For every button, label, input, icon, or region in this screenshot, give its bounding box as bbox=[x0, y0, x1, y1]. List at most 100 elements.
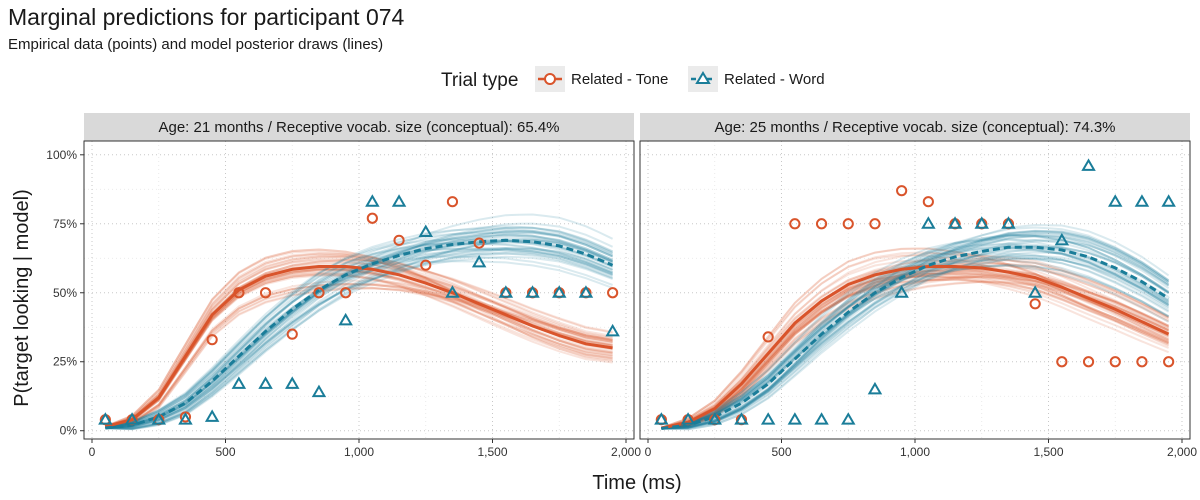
data-point-tone bbox=[340, 287, 352, 299]
posterior-draw-word bbox=[661, 254, 1170, 430]
x-tick-label: 500 bbox=[215, 445, 235, 459]
posterior-draw-tone bbox=[661, 273, 1170, 430]
posterior-draw-tone bbox=[661, 275, 1170, 430]
posterior-draw-word bbox=[105, 246, 613, 430]
posterior-draw-word bbox=[105, 222, 614, 430]
posterior-draw-word bbox=[105, 255, 613, 430]
posterior-draw-tone bbox=[661, 271, 1170, 429]
x-tick-label: 0 bbox=[645, 445, 652, 459]
posterior-draw-word bbox=[661, 235, 1170, 430]
posterior-draw-word bbox=[105, 238, 613, 429]
facet-panel-1: Age: 21 months / Receptive vocab. size (… bbox=[46, 113, 641, 459]
posterior-draw-tone bbox=[661, 275, 1170, 430]
data-point-word bbox=[124, 412, 140, 425]
posterior-draw-tone bbox=[661, 278, 1169, 430]
posterior-draw-word bbox=[105, 248, 613, 429]
mean-line-word bbox=[661, 245, 1170, 430]
x-tick-label: 1,000 bbox=[900, 445, 930, 459]
legend-label-tone: Related - Tone bbox=[571, 71, 668, 88]
data-point-word bbox=[787, 412, 803, 425]
posterior-draw-word bbox=[105, 238, 613, 431]
data-point-word bbox=[760, 412, 776, 425]
posterior-draw-word bbox=[105, 252, 613, 430]
posterior-draw-word bbox=[661, 240, 1170, 431]
legend-key-tone-marker bbox=[544, 73, 556, 85]
x-tick-label: 1,000 bbox=[344, 445, 374, 459]
legend-key-word-marker bbox=[695, 71, 711, 84]
facet-strip-bg bbox=[640, 113, 1190, 141]
posterior-draw-word bbox=[105, 226, 614, 429]
data-point-tone bbox=[607, 287, 619, 299]
posterior-draw-tone bbox=[105, 279, 613, 428]
posterior-draw-word bbox=[661, 245, 1170, 430]
x-axis-label: Time (ms) bbox=[592, 472, 681, 494]
data-point-tone bbox=[896, 185, 908, 197]
mean-line-tone bbox=[105, 265, 613, 429]
data-point-word bbox=[151, 412, 166, 425]
posterior-draw-word bbox=[661, 234, 1170, 430]
data-point-tone bbox=[789, 218, 801, 230]
posterior-draw-word bbox=[661, 256, 1170, 430]
posterior-draw-word bbox=[105, 247, 613, 430]
posterior-draw-tone bbox=[105, 257, 613, 428]
posterior-draw-tone bbox=[105, 283, 613, 428]
data-point-word bbox=[1081, 158, 1096, 171]
posterior-draw-word bbox=[105, 242, 613, 429]
data-point-tone bbox=[1056, 356, 1068, 368]
data-point-word bbox=[365, 194, 380, 207]
data-point-word bbox=[338, 312, 353, 326]
y-tick-label: 25% bbox=[53, 355, 77, 369]
posterior-draw-tone bbox=[105, 254, 613, 428]
posterior-draw-word bbox=[661, 226, 1170, 430]
posterior-draw-tone bbox=[661, 259, 1170, 429]
data-point-tone bbox=[366, 212, 378, 224]
posterior-draw-word bbox=[661, 264, 1170, 430]
facet-strip-bg bbox=[84, 113, 634, 141]
facet-panel-2: Age: 25 months / Receptive vocab. size (… bbox=[639, 113, 1197, 459]
y-tick-label: 75% bbox=[53, 217, 77, 231]
data-point-word bbox=[231, 376, 247, 389]
data-point-word bbox=[814, 412, 829, 425]
chart-title: Marginal predictions for participant 074 bbox=[8, 4, 405, 30]
facet-strip-label: Age: 25 months / Receptive vocab. size (… bbox=[714, 119, 1115, 136]
data-point-word bbox=[1161, 194, 1176, 207]
data-point-word bbox=[680, 412, 696, 425]
posterior-draw-word bbox=[105, 227, 613, 429]
legend-label-word: Related - Word bbox=[724, 71, 825, 88]
x-tick-label: 1,500 bbox=[1033, 445, 1063, 459]
data-point-word bbox=[471, 254, 487, 268]
data-point-tone bbox=[286, 328, 298, 340]
data-point-word bbox=[258, 376, 273, 389]
data-point-word bbox=[311, 384, 327, 398]
x-tick-label: 0 bbox=[89, 445, 96, 459]
data-point-word bbox=[1001, 216, 1016, 229]
data-point-word bbox=[1027, 285, 1043, 298]
posterior-draw-tone bbox=[661, 252, 1170, 429]
posterior-draw-word bbox=[105, 247, 613, 429]
x-tick-label: 500 bbox=[771, 445, 791, 459]
posterior-draw-word bbox=[105, 229, 614, 430]
posterior-draw-word bbox=[105, 250, 613, 430]
posterior-draw-tone bbox=[661, 272, 1170, 430]
x-tick-label: 2,000 bbox=[1167, 445, 1197, 459]
posterior-draw-tone bbox=[105, 248, 613, 428]
posterior-draw-tone bbox=[661, 278, 1169, 430]
data-point-tone bbox=[869, 218, 881, 230]
data-point-word bbox=[418, 224, 433, 238]
posterior-draw-word bbox=[105, 231, 613, 429]
posterior-draw-tone bbox=[661, 280, 1170, 430]
data-point-word bbox=[178, 412, 193, 425]
posterior-draw-word bbox=[105, 230, 613, 429]
y-tick-label: 100% bbox=[46, 148, 77, 162]
posterior-draw-tone bbox=[105, 252, 613, 428]
data-point-word bbox=[1108, 194, 1123, 207]
y-tick-label: 50% bbox=[53, 286, 77, 300]
data-point-tone bbox=[1082, 356, 1095, 368]
posterior-draw-tone bbox=[661, 264, 1170, 429]
y-tick-label: 0% bbox=[60, 424, 78, 438]
posterior-draw-word bbox=[661, 257, 1170, 430]
posterior-draw-word bbox=[105, 229, 613, 429]
data-point-tone bbox=[206, 334, 218, 346]
posterior-draw-word bbox=[105, 247, 613, 429]
